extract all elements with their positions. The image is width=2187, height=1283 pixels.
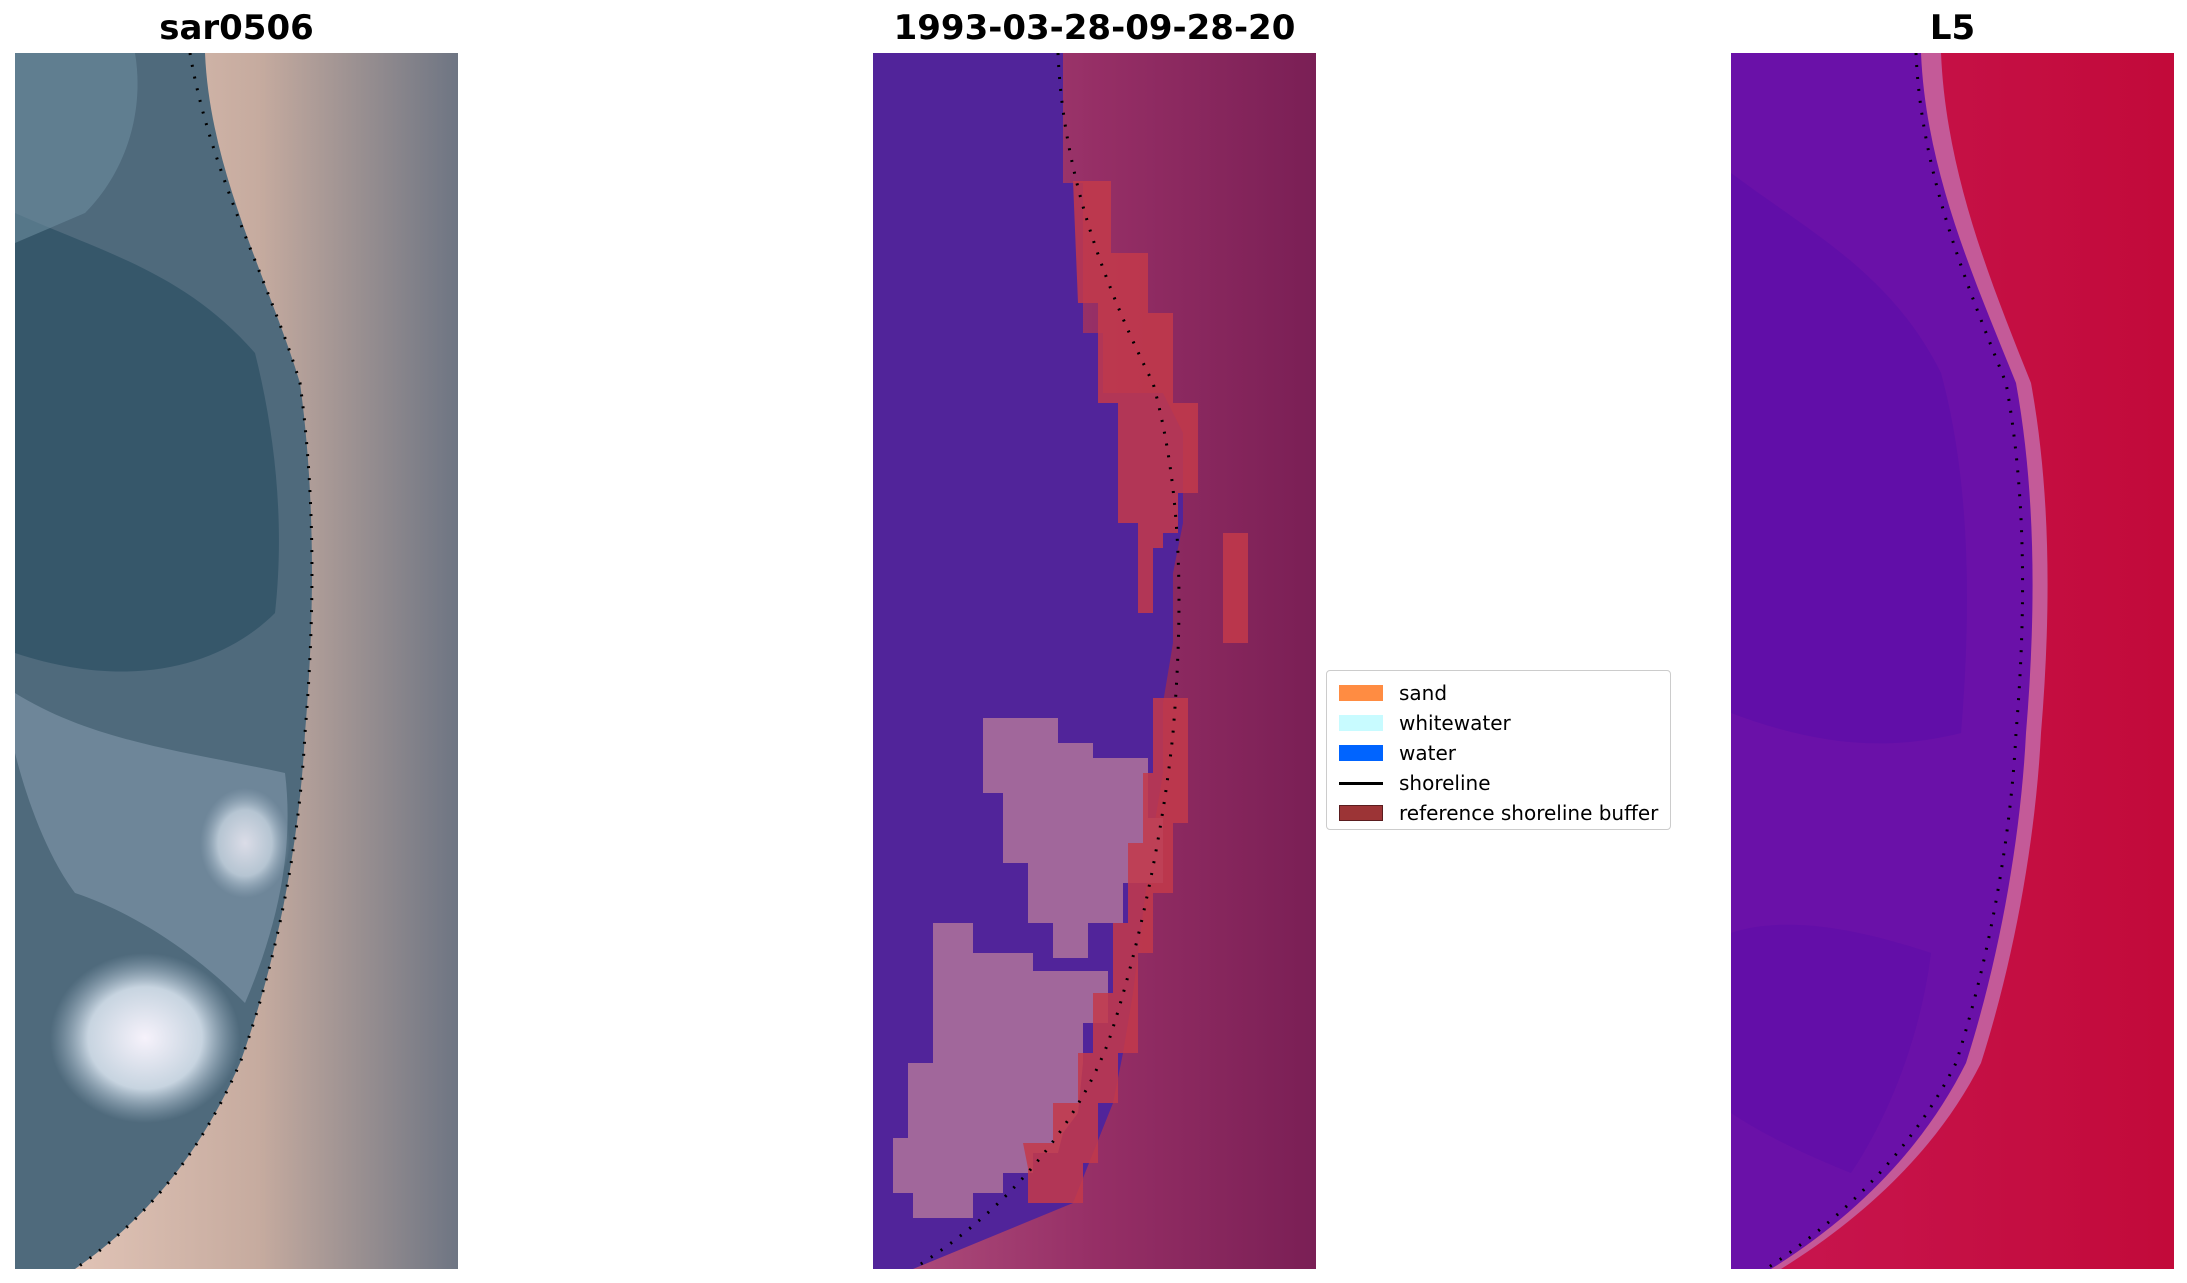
legend-label-reference-buffer: reference shoreline buffer — [1399, 801, 1659, 825]
panel-title-rgb: sar0506 — [159, 8, 314, 48]
sand-swatch-icon — [1339, 685, 1383, 701]
classified-image-panel — [873, 53, 1316, 1269]
water-swatch-icon — [1339, 745, 1383, 761]
legend-label-sand: sand — [1399, 681, 1448, 705]
index-image-panel — [1731, 53, 2174, 1269]
rgb-image — [15, 53, 458, 1269]
legend-item-whitewater: whitewater — [1333, 708, 1511, 738]
legend-item-sand: sand — [1333, 678, 1447, 708]
panel-title-index: L5 — [1929, 8, 1976, 48]
legend-label-water: water — [1399, 741, 1456, 765]
rgb-image-panel — [15, 53, 458, 1269]
reference-buffer-swatch-icon — [1339, 805, 1383, 821]
legend-label-shoreline: shoreline — [1399, 771, 1491, 795]
whitewater-swatch-icon — [1339, 715, 1383, 731]
classified-image — [873, 53, 1316, 1269]
legend-item-reference-buffer: reference shoreline buffer — [1333, 798, 1658, 828]
legend-item-water: water — [1333, 738, 1456, 768]
legend: sand whitewater water shoreline referenc… — [1326, 670, 1671, 830]
legend-label-whitewater: whitewater — [1399, 711, 1511, 735]
index-image — [1731, 53, 2174, 1269]
legend-item-shoreline: shoreline — [1333, 768, 1491, 798]
shoreline-line-icon — [1339, 781, 1383, 785]
panel-title-classified: 1993-03-28-09-28-20 — [893, 8, 1296, 48]
